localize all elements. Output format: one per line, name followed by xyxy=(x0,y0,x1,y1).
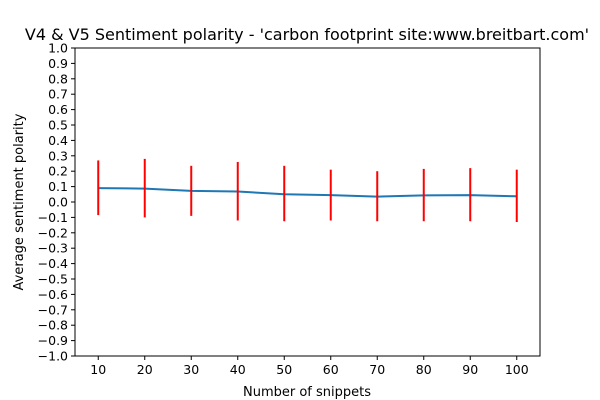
y-tick-label: 0.9 xyxy=(48,56,68,71)
x-axis-label: Number of snippets xyxy=(243,385,371,400)
x-tick-label: 100 xyxy=(505,362,529,377)
y-tick-label: 0.3 xyxy=(48,148,68,163)
x-axis: 10 20 30 40 50 60 70 80 90 100 xyxy=(90,356,529,377)
y-tick-label: −0.2 xyxy=(38,225,68,240)
x-tick-label: 90 xyxy=(462,362,478,377)
y-tick-label: −0.6 xyxy=(38,287,68,302)
y-tick-label: 1.0 xyxy=(48,41,68,56)
y-tick-label: −0.7 xyxy=(38,302,68,317)
y-axis-label: Average sentiment polarity xyxy=(12,113,27,290)
y-tick-label: 0.5 xyxy=(48,118,68,133)
x-tick-label: 70 xyxy=(369,362,385,377)
y-tick-label: −0.9 xyxy=(38,333,68,348)
x-tick-label: 50 xyxy=(276,362,292,377)
chart-title: V4 & V5 Sentiment polarity - 'carbon foo… xyxy=(25,25,589,44)
y-tick-label: −0.1 xyxy=(38,210,68,225)
x-tick-label: 80 xyxy=(416,362,432,377)
x-tick-label: 30 xyxy=(183,362,199,377)
x-tick-label: 60 xyxy=(323,362,339,377)
series-line xyxy=(98,187,517,198)
y-tick-label: −0.5 xyxy=(38,272,68,287)
x-tick-label: 20 xyxy=(137,362,153,377)
y-tick-label: 0.8 xyxy=(48,71,68,86)
y-axis: −1.0−0.9−0.8−0.7−0.6−0.5−0.4−0.3−0.2−0.1… xyxy=(38,41,75,364)
y-tick-label: 0.0 xyxy=(48,195,68,210)
y-tick-label: −0.4 xyxy=(38,256,68,271)
y-tick-label: 0.1 xyxy=(48,179,68,194)
y-tick-label: 0.7 xyxy=(48,87,68,102)
x-tick-label: 10 xyxy=(90,362,106,377)
plot-area xyxy=(97,158,518,223)
y-tick-label: −1.0 xyxy=(38,349,68,364)
y-tick-label: 0.4 xyxy=(48,133,68,148)
y-tick-label: 0.2 xyxy=(48,164,68,179)
y-tick-label: −0.3 xyxy=(38,241,68,256)
x-tick-label: 40 xyxy=(230,362,246,377)
y-tick-label: −0.8 xyxy=(38,318,68,333)
y-tick-label: 0.6 xyxy=(48,102,68,117)
